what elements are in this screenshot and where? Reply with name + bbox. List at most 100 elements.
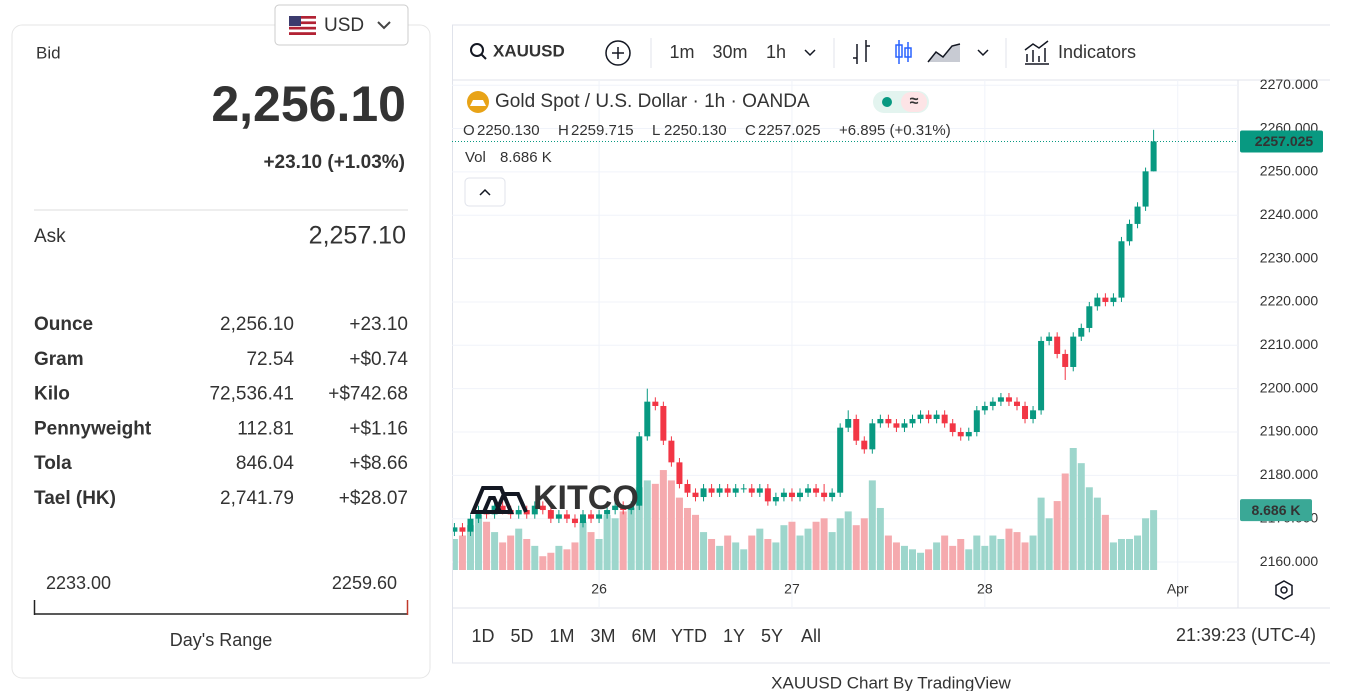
y-tick-label: 2220.000 [1260, 293, 1319, 309]
symbol[interactable]: XAUUSD [493, 41, 565, 60]
candle-body [676, 462, 683, 485]
candle-body [933, 414, 940, 419]
volume-bar [483, 521, 491, 570]
candle-body [708, 488, 715, 493]
style-menu[interactable] [977, 49, 989, 57]
compare-button[interactable] [605, 40, 631, 66]
y-tick-label: 2270.000 [1260, 76, 1319, 92]
x-tick-label: 28 [977, 581, 993, 597]
bar-style[interactable] [853, 40, 870, 64]
period-button[interactable]: 1D [471, 626, 494, 646]
interval-button[interactable]: 30m [712, 42, 747, 62]
candle-body [628, 505, 635, 511]
volume-bar [1126, 538, 1134, 570]
period-button[interactable]: 6M [631, 626, 656, 646]
chevron [377, 21, 391, 30]
chart-legend: Gold Spot / U.S. Dollar · 1h · OANDA ≈ O… [463, 91, 951, 207]
candle-body [580, 514, 586, 524]
volume-bar [1109, 542, 1117, 570]
candle-body [1038, 340, 1045, 411]
candle-body [1078, 327, 1085, 337]
candle-body [813, 488, 820, 493]
interval-button[interactable]: 1h [766, 42, 786, 62]
volume-bar [1013, 532, 1021, 570]
candle-body [909, 418, 916, 424]
candle-body [1102, 297, 1109, 302]
volume-bar [700, 532, 708, 570]
ohlc-key: C [745, 122, 756, 139]
volume-bar [507, 535, 515, 570]
volume-bar [466, 525, 474, 570]
candle-body [692, 492, 699, 498]
volume-bar [989, 535, 997, 570]
period-button[interactable]: YTD [671, 626, 707, 646]
candle-body [1150, 141, 1157, 172]
candle-body [1013, 401, 1020, 406]
candle-body [837, 427, 844, 493]
currency-label[interactable]: USD [324, 15, 364, 36]
ohlc-legend: O 2250.130 H 2259.715 L 2250.130 C 2257.025 +6.8… [463, 122, 951, 139]
candle-body [821, 492, 828, 498]
volume-bar [772, 542, 780, 570]
delay-icon: ≈ [910, 93, 919, 110]
volume-bar [1085, 487, 1093, 570]
volume-bar [820, 518, 828, 570]
ohlc-key: L [652, 122, 660, 139]
interval-button[interactable]: 1m [669, 42, 694, 62]
footer-link[interactable]: XAUUSD Chart By TradingView [771, 673, 1011, 691]
interval-menu[interactable] [804, 49, 816, 57]
symbol-search[interactable]: XAUUSD [470, 41, 565, 60]
volume-bar [708, 538, 716, 570]
unit-price: 72.54 [246, 349, 294, 370]
ask-price: 2,257.10 [309, 222, 406, 250]
candle-body [772, 497, 779, 502]
settings-button[interactable] [1275, 580, 1293, 600]
currency-select[interactable]: USD [274, 4, 409, 46]
volume-bar [812, 521, 820, 570]
candle-body [869, 423, 876, 450]
volume-bar [499, 542, 507, 570]
volume-bar [1069, 448, 1077, 570]
volume-bar [667, 480, 675, 570]
volume-bar [900, 545, 908, 570]
volume-bar [1134, 535, 1142, 570]
volume-badge-label: 8.686 K [1251, 502, 1300, 518]
volume-bar [933, 542, 941, 570]
volume-bar [788, 521, 796, 570]
candle-body [1094, 297, 1101, 307]
candle-body [547, 510, 554, 519]
period-button[interactable]: All [801, 626, 821, 646]
period-button[interactable]: 5D [510, 626, 533, 646]
volume-bar [1061, 473, 1069, 570]
unit-price: 2,256.10 [220, 314, 294, 335]
candle-style[interactable] [895, 40, 912, 64]
period-button[interactable]: 5Y [761, 626, 783, 646]
volume-bar [643, 480, 651, 570]
period-button[interactable]: 1M [549, 626, 574, 646]
volume-bar [828, 532, 836, 570]
period-button[interactable]: 3M [590, 626, 615, 646]
indicators-label[interactable]: Indicators [1058, 42, 1136, 62]
collapse-button[interactable] [464, 177, 506, 207]
volume-bar [547, 552, 555, 570]
volume-bar [627, 507, 635, 570]
candle-body [853, 418, 860, 441]
period-button[interactable]: 1Y [723, 626, 745, 646]
range-high: 2259.60 [332, 573, 397, 593]
watermark: KITCO [470, 479, 639, 517]
candle-body [1142, 171, 1149, 207]
area-style[interactable] [927, 43, 961, 63]
volume-bar [860, 518, 868, 570]
indicators-button[interactable]: Indicators [1024, 40, 1136, 65]
unit-price: 112.81 [237, 418, 294, 439]
volume-bar [1101, 514, 1109, 570]
volume-bar [1037, 497, 1045, 570]
candle-body [925, 414, 932, 419]
volume-bar [1093, 497, 1101, 570]
candle-body [588, 514, 595, 519]
volume-bar [804, 528, 812, 570]
volume-bar [836, 518, 844, 570]
volume-bar [884, 535, 892, 570]
candle-body [660, 405, 667, 441]
price-axis: 2160.0002170.0002180.0002190.0002200.000… [591, 76, 1318, 597]
